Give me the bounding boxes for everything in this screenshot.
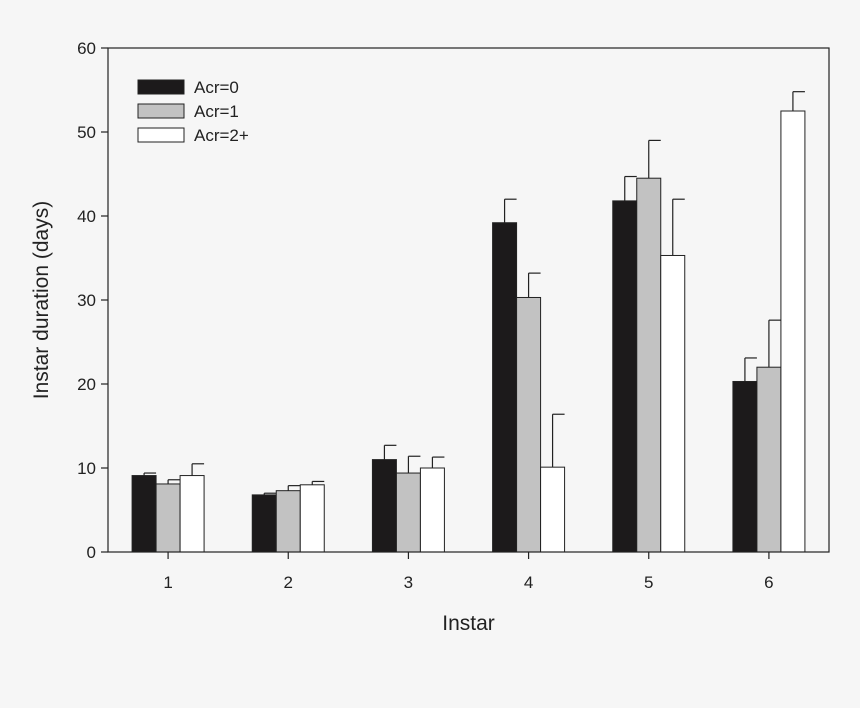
y-tick-label: 30 [77,291,96,310]
x-tick-label: 6 [764,573,773,592]
y-tick-label: 0 [87,543,96,562]
x-axis: 1 2 3 4 5 6 [163,552,774,592]
x-tick-label: 4 [524,573,533,592]
x-axis-title: Instar [442,612,495,635]
legend-swatch [137,127,185,143]
legend: Acr=0 Acr=1 Acr=2+ [137,78,249,145]
error-bars-layer [143,91,805,495]
bar [155,483,181,553]
y-tick-label: 20 [77,375,96,394]
bar [660,254,686,553]
bar [540,466,566,553]
x-tick-label: 1 [163,573,172,592]
plot-frame [107,47,830,553]
bar [131,475,157,553]
y-tick-label: 10 [77,459,96,478]
bar [492,222,518,553]
bar [299,484,325,553]
bar [251,494,277,553]
bar [516,296,542,553]
y-axis-title: Instar duration (days) [30,201,53,399]
x-tick-label: 3 [404,573,413,592]
x-tick-label: 2 [284,573,293,592]
bar [395,472,421,553]
bar [419,467,445,553]
legend-label: Acr=1 [194,102,239,121]
bar [780,110,806,553]
bar [275,490,301,553]
legend-swatch [137,79,185,95]
x-tick-label: 5 [644,573,653,592]
legend-label: Acr=2+ [194,126,249,145]
bar [756,366,782,553]
y-axis: 0 10 20 30 40 50 60 [77,39,108,562]
legend-label: Acr=0 [194,78,239,97]
y-tick-label: 40 [77,207,96,226]
bar [612,200,638,553]
bars-layer [131,110,806,553]
bar [732,380,758,553]
bar [371,459,397,553]
y-tick-label: 50 [77,123,96,142]
y-tick-label: 60 [77,39,96,58]
bar [636,177,662,553]
legend-swatch [137,103,185,119]
bar [179,475,205,553]
